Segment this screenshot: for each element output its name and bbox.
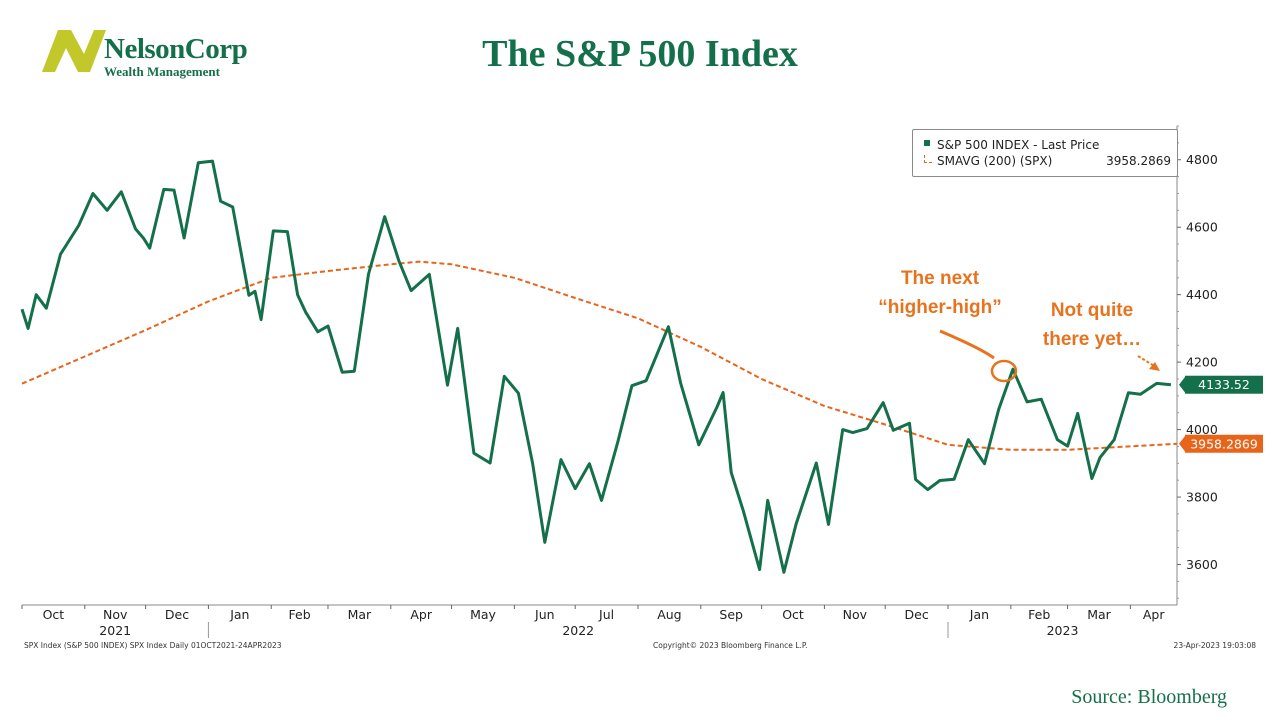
brand-subtitle: Wealth Management xyxy=(104,64,220,79)
x-month-label: May xyxy=(470,607,496,622)
x-month-label: Oct xyxy=(782,607,804,622)
annotation-not-there-line2: there yet… xyxy=(1042,329,1142,350)
x-month-label: Apr xyxy=(410,607,432,622)
y-tick-label: 4400 xyxy=(1186,287,1218,302)
sma-last-badge-box xyxy=(1185,434,1263,453)
x-month-label: Jan xyxy=(969,607,989,622)
x-month-label: Mar xyxy=(348,607,372,622)
x-year-label: 2022 xyxy=(562,623,594,638)
y-tick-label: 4200 xyxy=(1186,355,1218,370)
x-year-label: 2023 xyxy=(1047,623,1079,638)
price-last-badge-text: 4133.52 xyxy=(1198,377,1250,392)
annotation-higher-high-line2: “higher-high” xyxy=(878,297,1002,318)
price-last-badge-pointer xyxy=(1179,375,1186,394)
x-month-label: Aug xyxy=(657,607,681,622)
legend-price-label: S&P 500 INDEX - Last Price xyxy=(937,138,1100,152)
x-month-label: Sep xyxy=(719,607,743,622)
brand-name: NelsonCorp xyxy=(104,33,248,65)
price-last-badge-box xyxy=(1185,375,1263,394)
annotation-not-quite-there: Not quite there yet… xyxy=(1030,296,1154,354)
x-month-label: Nov xyxy=(843,607,868,622)
sma-last-badge-pointer xyxy=(1179,434,1186,453)
x-month-label: Dec xyxy=(905,607,929,622)
sma-last-badge-text: 3958.2869 xyxy=(1190,436,1258,451)
nelsoncorp-logo-mark xyxy=(42,30,106,72)
x-month-label: Oct xyxy=(43,607,65,622)
x-month-label: Jul xyxy=(598,607,614,622)
footer-timestamp: 23-Apr-2023 19:03:08 xyxy=(1173,641,1256,650)
chart-legend: S&P 500 INDEX - Last Price SMAVG (200) (… xyxy=(912,129,1178,177)
x-month-label: Feb xyxy=(289,607,311,622)
price-series-line xyxy=(20,159,1172,574)
x-month-label: Jun xyxy=(534,607,555,622)
legend-price-swatch xyxy=(924,140,930,146)
footer-ticker-info: SPX Index (S&P 500 INDEX) SPX Index Dail… xyxy=(24,641,282,650)
y-tick-label: 3800 xyxy=(1186,490,1218,505)
y-tick-label: 4600 xyxy=(1186,220,1218,235)
y-tick-label: 4800 xyxy=(1186,152,1218,167)
not-there-arrowhead xyxy=(1149,362,1160,371)
annotation-higher-high: The next “higher-high” xyxy=(870,264,1010,322)
x-month-label: Jan xyxy=(229,607,249,622)
y-tick-label: 3600 xyxy=(1186,557,1218,572)
x-month-label: Nov xyxy=(103,607,128,622)
legend-sma-label: SMAVG (200) (SPX) xyxy=(937,154,1053,168)
sma-200-series-line xyxy=(21,260,1178,451)
axis-layer xyxy=(22,126,1178,606)
higher-high-arrow xyxy=(939,329,995,360)
x-month-label: Apr xyxy=(1143,607,1165,622)
higher-high-circle xyxy=(990,359,1018,383)
annotation-higher-high-line1: The next xyxy=(900,268,980,289)
legend-sma-value: 3958.2869 xyxy=(1106,154,1171,168)
footer-copyright: Copyright© 2023 Bloomberg Finance L.P. xyxy=(653,641,808,650)
x-month-label: Feb xyxy=(1028,607,1050,622)
chart-title: The S&P 500 Index xyxy=(482,33,798,75)
x-month-label: Dec xyxy=(165,607,189,622)
x-month-label: Mar xyxy=(1087,607,1111,622)
source-label: Source: Bloomberg xyxy=(1071,686,1227,708)
legend-sma-swatch xyxy=(924,155,932,163)
annotation-not-there-line1: Not quite xyxy=(1050,300,1134,321)
x-year-label: 2021 xyxy=(99,623,131,638)
y-tick-label: 4000 xyxy=(1186,422,1218,437)
